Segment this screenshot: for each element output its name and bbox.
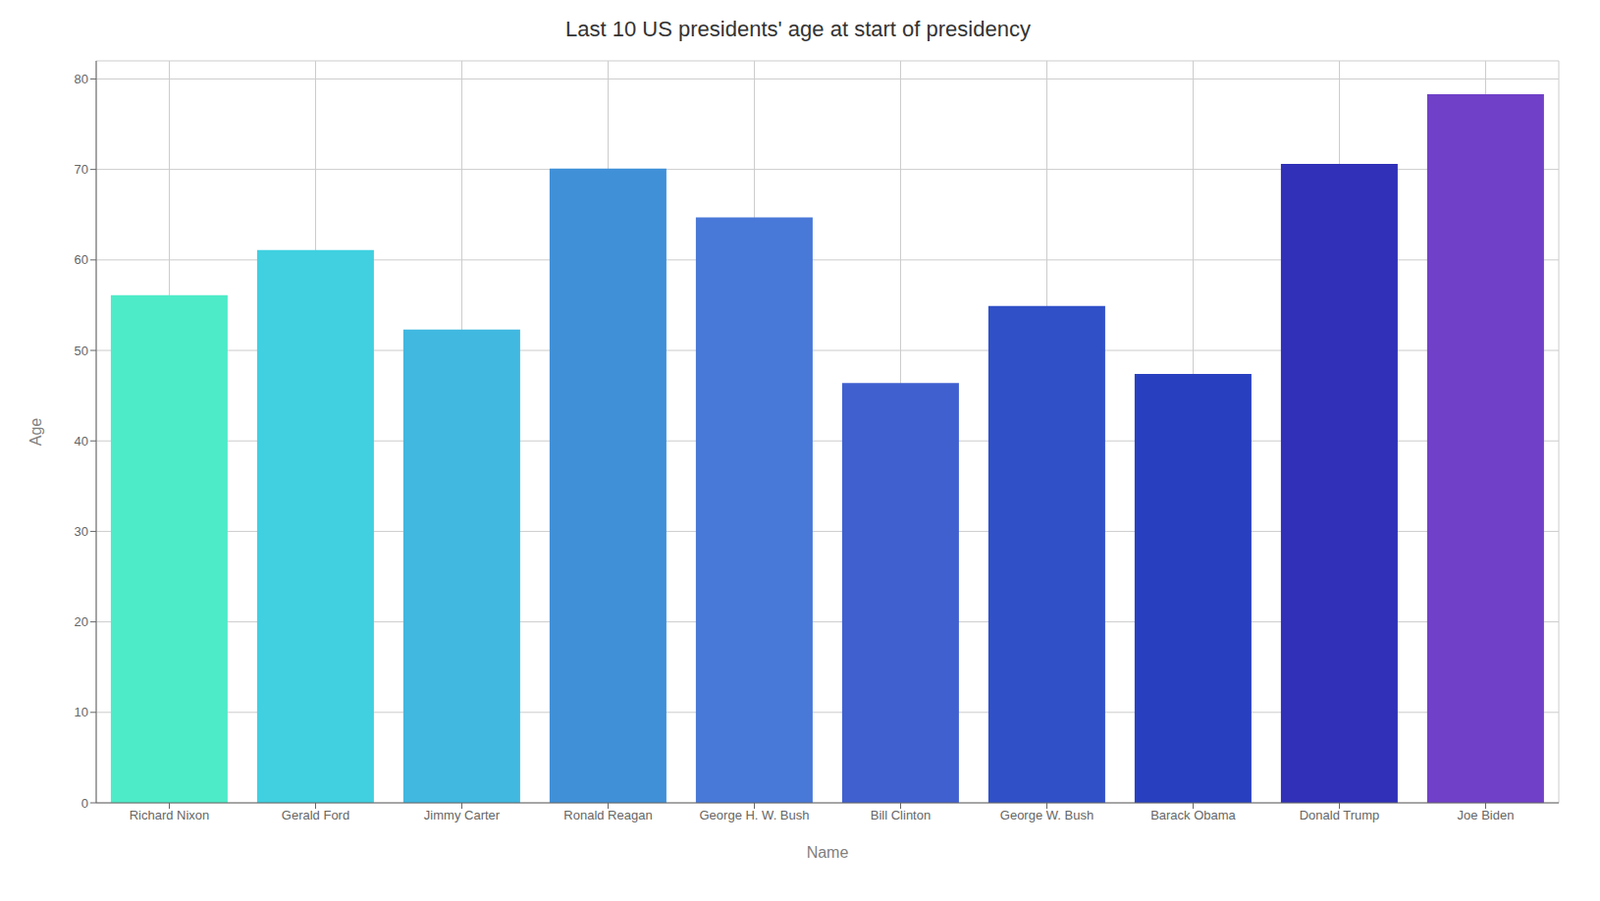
svg-text:Name: Name — [806, 844, 850, 861]
svg-text:Barack Obama: Barack Obama — [1150, 807, 1236, 823]
svg-text:Richard Nixon: Richard Nixon — [129, 807, 211, 823]
svg-text:0: 0 — [81, 796, 89, 811]
svg-text:20: 20 — [74, 614, 89, 630]
svg-text:30: 30 — [74, 524, 89, 539]
svg-text:Age: Age — [27, 418, 45, 447]
svg-text:George W. Bush: George W. Bush — [1000, 807, 1094, 823]
svg-text:Gerald Ford: Gerald Ford — [281, 807, 350, 823]
svg-text:Joe Biden: Joe Biden — [1457, 807, 1515, 823]
svg-text:80: 80 — [74, 71, 89, 87]
svg-text:Bill Clinton: Bill Clinton — [870, 807, 931, 823]
svg-text:10: 10 — [74, 704, 89, 720]
svg-text:40: 40 — [74, 433, 89, 449]
svg-text:Ronald Reagan: Ronald Reagan — [563, 807, 652, 823]
svg-text:70: 70 — [74, 161, 89, 177]
svg-text:Donald Trump: Donald Trump — [1299, 807, 1381, 823]
svg-text:60: 60 — [74, 252, 89, 267]
svg-text:George H. W. Bush: George H. W. Bush — [699, 807, 810, 823]
svg-text:Jimmy Carter: Jimmy Carter — [424, 807, 501, 823]
svg-text:50: 50 — [74, 343, 89, 359]
html-text:Last 10 US presidents' age at: Last 10 US presidents' age at start of p… — [565, 16, 1031, 42]
